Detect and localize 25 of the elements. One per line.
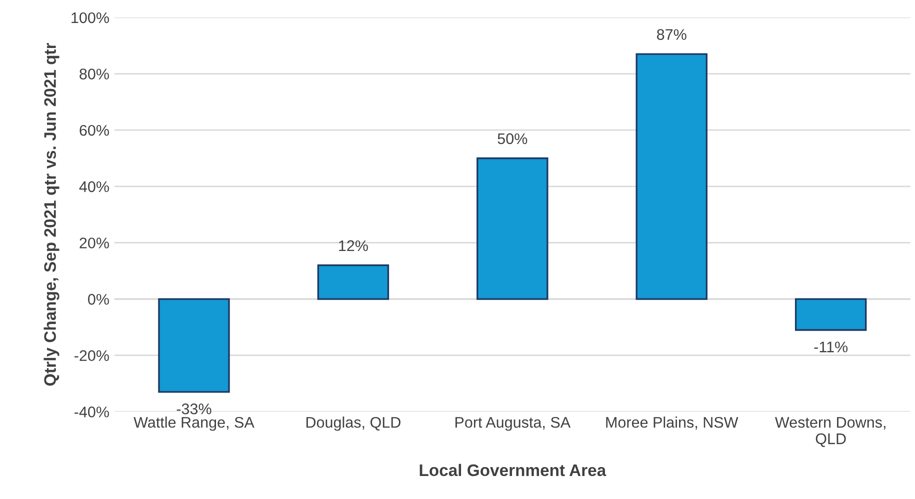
y-tick-label: 20% — [80, 238, 109, 248]
y-tick-label: -40% — [74, 406, 109, 418]
y-axis-title: Qtrly Change, Sep 2021 qtr vs. Jun 2021 qtr — [44, 42, 60, 386]
y-tick-label: 40% — [79, 181, 109, 192]
y-tick-label: 100% — [72, 12, 109, 24]
x-tick-label: Wattle Range, SA — [134, 416, 254, 431]
bar — [794, 298, 867, 331]
data-label: 87% — [656, 29, 686, 40]
y-tick-label: 60% — [80, 124, 109, 136]
y-tick-label: -20% — [74, 350, 109, 362]
bar — [317, 264, 390, 300]
data-label: 12% — [339, 240, 368, 252]
x-tick-label: Moree Plains, NSW — [606, 416, 738, 430]
y-tick-label: 0% — [88, 294, 109, 305]
x-tick-label: Port Augusta, SA — [455, 416, 571, 431]
data-label: -33% — [176, 403, 212, 414]
data-label: -11% — [814, 342, 848, 352]
bar — [636, 53, 708, 300]
x-tick-label: Western Downs, QLD — [774, 417, 886, 447]
data-label: 50% — [498, 133, 528, 144]
y-tick-label: 80% — [80, 68, 109, 80]
bar — [476, 157, 548, 300]
x-axis-title: Local Government Area — [420, 464, 606, 476]
bar — [158, 298, 230, 393]
x-tick-label: Douglas, QLD — [306, 416, 400, 431]
